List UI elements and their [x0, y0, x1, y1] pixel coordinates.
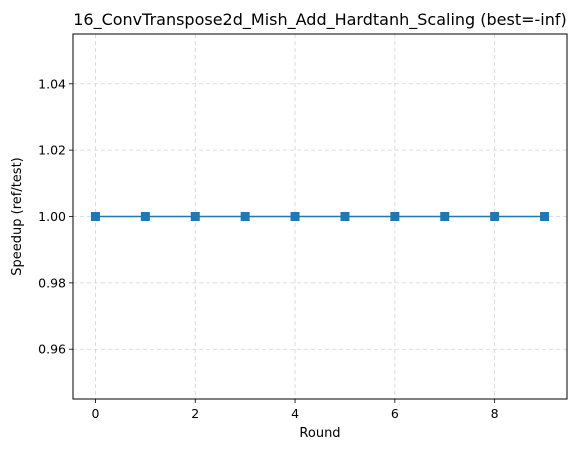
data-point: [90, 212, 100, 221]
y-axis-ticks: 0.96 0.98 1.00 1.02 1.04: [38, 76, 73, 357]
x-tick-label: 4: [291, 406, 299, 421]
x-tick-label: 8: [491, 406, 499, 421]
y-tick-label: 0.96: [38, 342, 66, 357]
y-tick-label: 1.00: [38, 209, 66, 224]
data-point: [290, 212, 300, 221]
y-tick-label: 1.04: [38, 76, 66, 91]
data-point: [340, 212, 350, 221]
y-tick-label: 1.02: [38, 143, 66, 158]
x-tick-label: 6: [391, 406, 399, 421]
series-layer: [90, 212, 550, 221]
x-tick-label: 0: [91, 406, 99, 421]
data-point: [390, 212, 400, 221]
y-axis-label: Speedup (ref/test): [10, 157, 25, 276]
data-point: [540, 212, 550, 221]
chart-title: 16_ConvTranspose2d_Mish_Add_Hardtanh_Sca…: [73, 10, 567, 30]
x-axis-ticks: 0 2 4 6 8: [91, 399, 499, 421]
x-tick-label: 2: [191, 406, 199, 421]
y-tick-label: 0.98: [38, 275, 66, 290]
data-point: [240, 212, 250, 221]
data-point: [190, 212, 200, 221]
x-axis-label: Round: [299, 426, 340, 441]
data-point: [490, 212, 500, 221]
data-point: [140, 212, 150, 221]
data-point: [440, 212, 450, 221]
